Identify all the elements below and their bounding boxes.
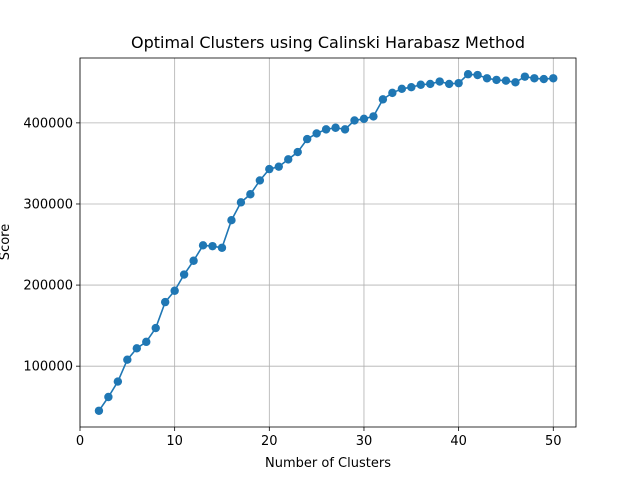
data-point (246, 190, 255, 199)
data-point (312, 129, 321, 138)
data-point (378, 95, 388, 104)
data-point (454, 78, 463, 88)
data-point (473, 70, 482, 80)
data-point (369, 112, 378, 121)
data-point (501, 76, 511, 85)
data-point (350, 116, 359, 125)
data-point (179, 270, 189, 279)
data-point (435, 77, 444, 86)
grid-layer (79, 58, 576, 427)
chart-title: Optimal Clusters using Calinski Harabasz… (131, 33, 525, 52)
series-layer (94, 70, 558, 415)
data-point (482, 74, 492, 83)
data-point (236, 198, 246, 207)
y-axis-label: Score (0, 224, 13, 260)
x-tick-label: 50 (545, 434, 562, 449)
data-point (170, 286, 179, 295)
x-tick-label: 20 (261, 434, 278, 449)
data-point (520, 72, 530, 81)
data-point (511, 78, 520, 87)
data-point (340, 125, 350, 134)
data-point (265, 164, 274, 174)
x-tick-label: 30 (356, 434, 373, 449)
x-axis-label: Number of Clusters (265, 456, 391, 471)
data-point (539, 74, 549, 84)
data-point (274, 162, 283, 171)
x-tick-label: 40 (450, 434, 467, 449)
data-point (142, 337, 151, 347)
data-point (151, 323, 160, 333)
plot-frame (79, 57, 577, 428)
data-point (217, 243, 227, 252)
data-point (463, 70, 473, 79)
data-point (104, 392, 113, 402)
x-tick-label: 0 (76, 434, 84, 449)
data-point (302, 134, 312, 144)
data-point (426, 79, 435, 89)
data-point (113, 377, 123, 386)
series-line (98, 73, 554, 412)
y-tick-label: 100000 (23, 360, 73, 375)
data-point (492, 75, 501, 85)
data-point (444, 79, 454, 89)
data-point (284, 155, 293, 164)
x-tick-label: 10 (166, 434, 183, 449)
data-point (331, 123, 340, 132)
data-point (293, 147, 302, 157)
data-point (208, 241, 217, 251)
data-point (549, 74, 558, 83)
data-point (321, 125, 331, 134)
y-tick-label: 300000 (23, 197, 73, 212)
data-point (132, 344, 141, 353)
data-point (94, 406, 104, 415)
data-point (227, 216, 236, 225)
data-point (189, 256, 198, 265)
axes-layer: 0 10 20 30 40 50 100000 200000 300000 400000 (23, 57, 577, 449)
data-point (397, 84, 407, 94)
data-point (388, 88, 397, 98)
data-point (123, 355, 132, 364)
data-point (407, 83, 416, 92)
data-point (416, 80, 425, 89)
data-point (255, 176, 265, 185)
data-point (359, 114, 369, 124)
y-tick-label: 400000 (23, 116, 73, 131)
data-point (198, 241, 208, 250)
y-tick-label: 200000 (23, 279, 73, 294)
data-point (160, 297, 170, 307)
data-point (530, 74, 539, 83)
